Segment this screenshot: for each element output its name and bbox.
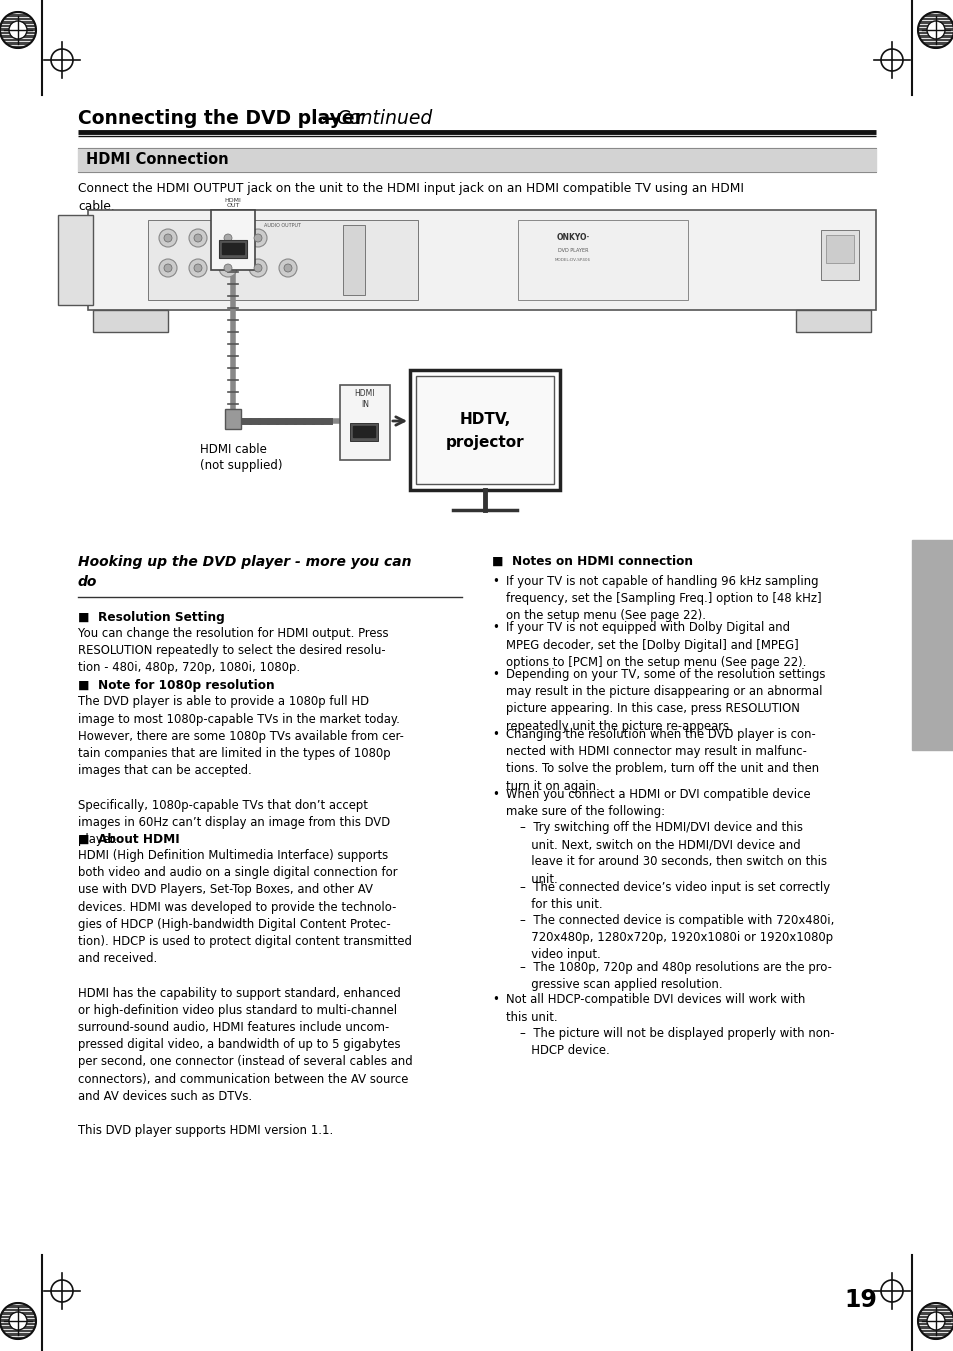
Text: Not all HDCP-compatible DVI devices will work with
this unit.: Not all HDCP-compatible DVI devices will… [505, 993, 804, 1024]
Circle shape [189, 259, 207, 277]
Bar [222, 243, 244, 254]
Circle shape [219, 230, 236, 247]
Text: Connecting the DVD player: Connecting the DVD player [78, 109, 364, 128]
Text: –  The connected device is compatible with 720x480i,
   720x480p, 1280x720p, 192: – The connected device is compatible wit… [519, 915, 834, 962]
Text: 19: 19 [843, 1288, 876, 1312]
Bar [225, 409, 241, 430]
Bar [92, 309, 168, 332]
Text: –  The connected device’s video input is set correctly
   for this unit.: – The connected device’s video input is … [519, 881, 829, 911]
Text: —: — [322, 109, 340, 128]
Text: •: • [492, 728, 498, 740]
Text: –  The picture will not be displayed properly with non-
   HDCP device.: – The picture will not be displayed prop… [519, 1027, 834, 1056]
Text: (not supplied): (not supplied) [200, 459, 282, 471]
Bar [350, 423, 377, 440]
Text: Changing the resolution when the DVD player is con-
nected with HDMI connector m: Changing the resolution when the DVD pla… [505, 728, 819, 793]
Circle shape [9, 1312, 27, 1329]
Circle shape [159, 230, 177, 247]
Text: ■  Note for 1080p resolution: ■ Note for 1080p resolution [78, 680, 274, 693]
Text: ■  Notes on HDMI connection: ■ Notes on HDMI connection [492, 555, 692, 567]
Circle shape [164, 234, 172, 242]
Bar [410, 370, 559, 490]
Text: Hooking up the DVD player - more you can: Hooking up the DVD player - more you can [78, 555, 411, 569]
Circle shape [189, 230, 207, 247]
Circle shape [880, 49, 902, 72]
Polygon shape [0, 12, 36, 49]
Text: HDTV,: HDTV, [459, 412, 510, 427]
Text: DVD PLAYER: DVD PLAYER [558, 247, 588, 253]
Circle shape [193, 234, 202, 242]
Text: When you connect a HDMI or DVI compatible device
make sure of the following:: When you connect a HDMI or DVI compatibl… [505, 788, 810, 819]
Text: The DVD player is able to provide a 1080p full HD
image to most 1080p-capable TV: The DVD player is able to provide a 1080… [78, 696, 403, 846]
Bar [795, 309, 870, 332]
Text: Continued: Continued [335, 109, 432, 128]
Bar [78, 149, 875, 172]
Polygon shape [0, 1302, 36, 1339]
Text: •: • [492, 621, 498, 635]
Circle shape [284, 263, 292, 272]
Text: If your TV is not capable of handling 96 kHz sampling
frequency, set the [Sampli: If your TV is not capable of handling 96… [505, 576, 821, 623]
Bar [825, 235, 853, 263]
Bar [211, 209, 254, 270]
Circle shape [159, 259, 177, 277]
Text: •: • [492, 576, 498, 588]
Bar [88, 209, 875, 309]
Circle shape [278, 259, 296, 277]
Circle shape [926, 1312, 944, 1329]
Circle shape [880, 1279, 902, 1302]
Circle shape [9, 22, 27, 39]
Text: If your TV is not equipped with Dolby Digital and
MPEG decoder, set the [Dolby D: If your TV is not equipped with Dolby Di… [505, 621, 805, 669]
Bar [416, 376, 554, 484]
Circle shape [253, 234, 262, 242]
Circle shape [253, 263, 262, 272]
Text: do: do [78, 576, 97, 589]
Text: Depending on your TV, some of the resolution settings
may result in the picture : Depending on your TV, some of the resolu… [505, 667, 824, 732]
Circle shape [249, 230, 267, 247]
Text: HDMI (High Definition Multimedia Interface) supports
both video and audio on a s: HDMI (High Definition Multimedia Interfa… [78, 848, 413, 1138]
Text: AUDIO OUTPUT: AUDIO OUTPUT [264, 223, 301, 228]
Text: ■  About HDMI: ■ About HDMI [78, 834, 179, 846]
Text: –  Try switching off the HDMI/DVI device and this
   unit. Next, switch on the H: – Try switching off the HDMI/DVI device … [519, 821, 826, 886]
Text: ONKYO·: ONKYO· [556, 234, 589, 242]
Bar [339, 385, 390, 459]
Text: HDMI Connection: HDMI Connection [86, 153, 229, 168]
Circle shape [219, 259, 236, 277]
Bar [821, 230, 858, 280]
Circle shape [164, 263, 172, 272]
Polygon shape [917, 12, 953, 49]
Text: HDMI
IN: HDMI IN [355, 389, 375, 409]
Circle shape [249, 259, 267, 277]
Bar [58, 215, 92, 305]
Text: •: • [492, 993, 498, 1006]
Text: HDMI cable: HDMI cable [200, 443, 267, 457]
Bar [219, 240, 247, 258]
Bar [517, 220, 687, 300]
Text: MODEL:DV-SP406: MODEL:DV-SP406 [555, 258, 591, 262]
Text: projector: projector [445, 435, 524, 450]
Text: –  The 1080p, 720p and 480p resolutions are the pro-
   gressive scan applied re: – The 1080p, 720p and 480p resolutions a… [519, 961, 831, 990]
Circle shape [224, 263, 232, 272]
Text: ■  Resolution Setting: ■ Resolution Setting [78, 611, 225, 624]
Circle shape [926, 22, 944, 39]
Bar [148, 220, 417, 300]
Circle shape [51, 1279, 73, 1302]
Bar [911, 540, 953, 750]
Text: •: • [492, 667, 498, 681]
Text: HDMI
OUT: HDMI OUT [224, 197, 241, 208]
Circle shape [193, 263, 202, 272]
Text: Connect the HDMI OUTPUT jack on the unit to the HDMI input jack on an HDMI compa: Connect the HDMI OUTPUT jack on the unit… [78, 182, 743, 212]
Circle shape [224, 234, 232, 242]
Bar [353, 426, 375, 436]
Text: You can change the resolution for HDMI output. Press
RESOLUTION repeatedly to se: You can change the resolution for HDMI o… [78, 627, 388, 674]
Circle shape [51, 49, 73, 72]
Bar [343, 226, 365, 295]
Text: •: • [492, 788, 498, 801]
Polygon shape [917, 1302, 953, 1339]
